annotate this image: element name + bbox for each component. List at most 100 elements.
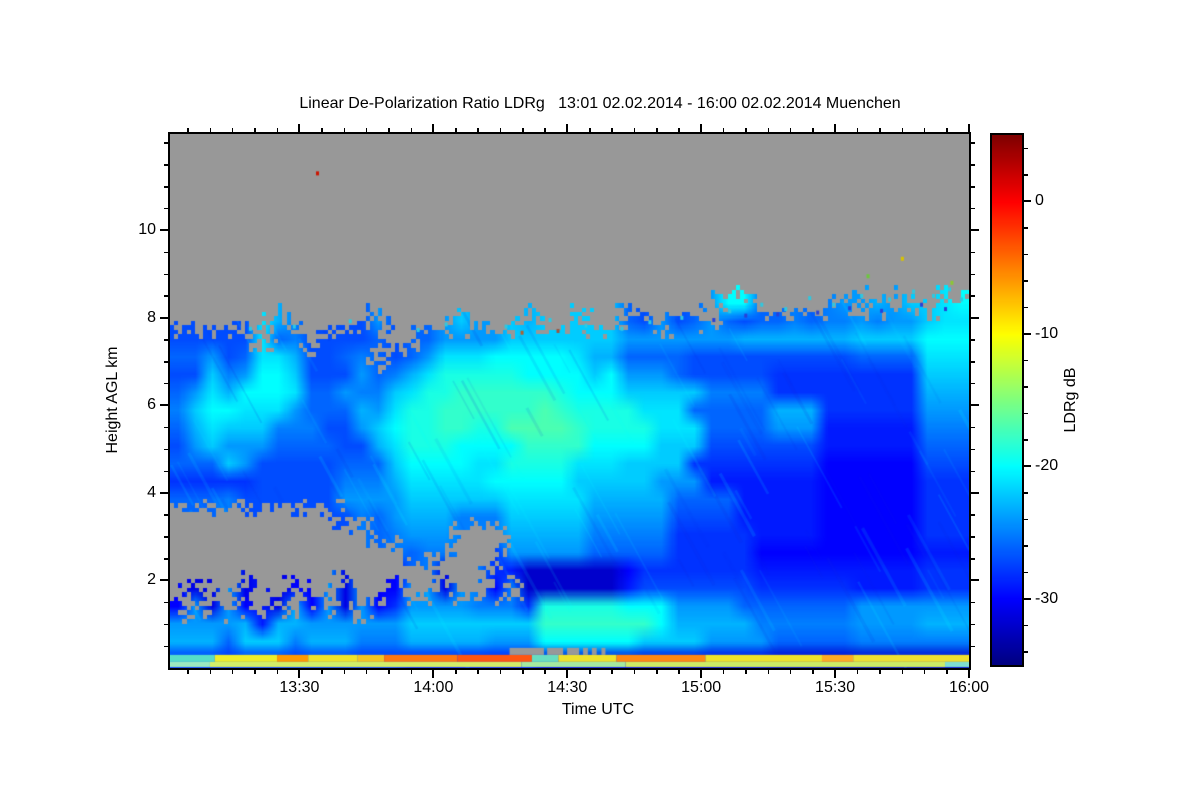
- x-minor-tick: [856, 128, 859, 132]
- x-minor-tick: [388, 670, 390, 674]
- y-minor-tick: [971, 601, 975, 604]
- y-minor-tick: [164, 142, 168, 144]
- x-minor-tick: [722, 128, 725, 132]
- y-minor-tick: [164, 251, 168, 254]
- y-major-tick: [160, 316, 168, 319]
- x-minor-tick: [767, 128, 770, 132]
- y-minor-tick: [164, 448, 168, 451]
- colorbar-major-tick: [1024, 332, 1031, 335]
- y-minor-tick: [971, 470, 975, 473]
- y-minor-tick: [164, 273, 168, 276]
- colorbar-major-tick: [1024, 465, 1031, 468]
- x-tick-label: 16:00: [948, 679, 990, 696]
- x-major-tick: [700, 670, 703, 678]
- y-minor-tick: [971, 339, 975, 341]
- y-minor-tick: [971, 164, 975, 166]
- x-minor-tick: [633, 128, 636, 132]
- x-minor-tick: [410, 670, 413, 674]
- colorbar-minor-tick: [1024, 386, 1028, 388]
- y-minor-tick: [971, 448, 975, 451]
- y-minor-tick: [164, 164, 168, 166]
- y-major-tick: [971, 316, 979, 319]
- x-major-tick: [968, 124, 970, 132]
- colorbar-minor-tick: [1024, 280, 1028, 282]
- x-minor-tick: [923, 670, 926, 674]
- x-minor-tick: [611, 128, 613, 132]
- x-minor-tick: [812, 128, 814, 132]
- x-minor-tick: [455, 670, 457, 674]
- x-minor-tick: [477, 670, 479, 674]
- x-minor-tick: [522, 128, 524, 132]
- x-minor-tick: [923, 128, 926, 132]
- y-minor-tick: [164, 470, 168, 473]
- y-tick-label: 6: [147, 396, 156, 414]
- x-minor-tick: [589, 128, 591, 132]
- x-minor-tick: [789, 670, 792, 674]
- y-minor-tick: [971, 382, 975, 385]
- x-minor-tick: [209, 670, 212, 674]
- x-minor-tick: [611, 670, 613, 674]
- x-minor-tick: [722, 670, 725, 674]
- x-minor-tick: [589, 670, 591, 674]
- x-tick-label: 14:00: [413, 679, 454, 696]
- x-minor-tick: [254, 670, 256, 674]
- y-minor-tick: [164, 536, 168, 538]
- y-minor-tick: [971, 361, 975, 363]
- x-minor-tick: [879, 128, 881, 132]
- x-minor-tick: [544, 670, 546, 674]
- colorbar-minor-tick: [1024, 571, 1028, 574]
- x-axis-title: Time UTC: [561, 701, 635, 718]
- y-minor-tick: [971, 645, 975, 648]
- x-minor-tick: [455, 128, 457, 132]
- x-minor-tick: [901, 128, 904, 132]
- heatmap-canvas: [170, 134, 969, 668]
- colorbar-minor-tick: [1024, 492, 1028, 494]
- x-minor-tick: [879, 670, 881, 674]
- x-major-tick: [298, 124, 301, 132]
- x-tick-label: 15:30: [815, 679, 856, 696]
- x-tick-label: 13:30: [279, 679, 320, 696]
- x-major-tick: [432, 670, 435, 678]
- x-minor-tick: [745, 128, 747, 132]
- x-minor-tick: [388, 128, 390, 132]
- x-minor-tick: [321, 670, 323, 674]
- y-tick-label: 8: [147, 308, 156, 326]
- x-minor-tick: [678, 670, 680, 674]
- x-minor-tick: [276, 128, 279, 132]
- colorbar-minor-tick: [1024, 439, 1028, 441]
- x-minor-tick: [946, 670, 948, 674]
- colorbar-minor-tick: [1024, 306, 1028, 309]
- y-minor-tick: [164, 426, 168, 429]
- plot-frame: [168, 132, 971, 670]
- colorbar-tick-label: -20: [1035, 457, 1059, 475]
- plot-title: Linear De-Polarization Ratio LDRg 13:01 …: [299, 95, 901, 112]
- x-minor-tick: [187, 128, 189, 132]
- y-minor-tick: [971, 273, 975, 276]
- x-minor-tick: [410, 128, 413, 132]
- colorbar-minor-tick: [1024, 227, 1028, 229]
- y-major-tick: [971, 229, 979, 232]
- y-minor-tick: [164, 339, 168, 341]
- x-major-tick: [968, 670, 970, 678]
- x-minor-tick: [633, 670, 636, 674]
- x-minor-tick: [499, 128, 502, 132]
- x-minor-tick: [812, 670, 814, 674]
- x-minor-tick: [209, 128, 212, 132]
- y-minor-tick: [164, 295, 168, 297]
- x-minor-tick: [343, 670, 346, 674]
- x-major-tick: [834, 670, 837, 678]
- x-minor-tick: [477, 128, 479, 132]
- x-minor-tick: [231, 128, 234, 132]
- x-minor-tick: [745, 670, 747, 674]
- colorbar-tick-label: -10: [1035, 324, 1059, 342]
- x-major-tick: [298, 670, 301, 678]
- x-minor-tick: [678, 128, 680, 132]
- x-minor-tick: [544, 128, 546, 132]
- colorbar-tick-label: -30: [1035, 589, 1059, 607]
- y-minor-tick: [164, 382, 168, 385]
- y-minor-tick: [971, 623, 975, 626]
- x-minor-tick: [254, 128, 256, 132]
- colorbar-major-tick: [1024, 597, 1031, 600]
- x-major-tick: [834, 124, 837, 132]
